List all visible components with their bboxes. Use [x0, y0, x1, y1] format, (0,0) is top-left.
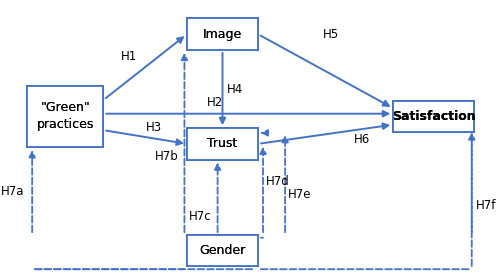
Text: Image: Image — [203, 28, 242, 41]
Text: Satisfaction: Satisfaction — [392, 110, 475, 123]
Text: "Green"
practices: "Green" practices — [36, 101, 94, 132]
FancyBboxPatch shape — [393, 101, 474, 132]
Text: Image: Image — [203, 28, 242, 41]
Text: H7d: H7d — [266, 175, 289, 188]
FancyBboxPatch shape — [187, 128, 258, 159]
FancyBboxPatch shape — [28, 85, 104, 147]
Text: H7f: H7f — [476, 199, 496, 212]
Text: H7b: H7b — [156, 150, 179, 163]
FancyBboxPatch shape — [187, 235, 258, 266]
Text: H1: H1 — [121, 50, 138, 63]
FancyBboxPatch shape — [187, 19, 258, 50]
Text: Gender: Gender — [200, 244, 246, 257]
Text: H3: H3 — [146, 121, 162, 134]
FancyBboxPatch shape — [28, 85, 104, 147]
Text: "Green"
practices: "Green" practices — [36, 101, 94, 132]
Text: H5: H5 — [322, 28, 338, 41]
Text: H4: H4 — [226, 82, 243, 96]
Text: Gender: Gender — [200, 244, 246, 257]
Text: H7e: H7e — [288, 188, 312, 201]
Text: Trust: Trust — [208, 137, 238, 150]
FancyBboxPatch shape — [393, 101, 474, 132]
Text: H7a: H7a — [1, 185, 24, 198]
Text: Trust: Trust — [208, 137, 238, 150]
Text: H2: H2 — [207, 96, 224, 109]
Text: H7c: H7c — [189, 210, 212, 223]
FancyBboxPatch shape — [187, 235, 258, 266]
FancyBboxPatch shape — [187, 19, 258, 50]
FancyBboxPatch shape — [187, 128, 258, 159]
Text: Satisfaction: Satisfaction — [392, 110, 475, 123]
Text: H6: H6 — [354, 133, 370, 146]
